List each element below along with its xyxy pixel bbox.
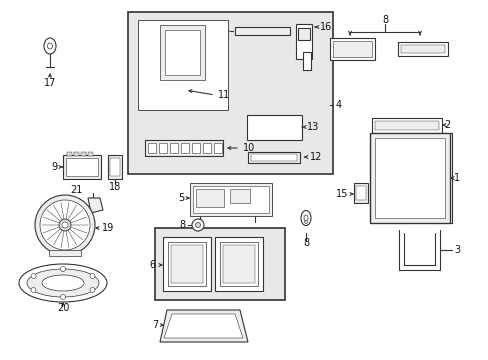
Bar <box>397 42 447 56</box>
Circle shape <box>59 219 71 231</box>
Text: 13: 13 <box>306 122 319 132</box>
Bar <box>297 28 309 40</box>
Polygon shape <box>88 198 103 213</box>
Bar <box>170 143 178 153</box>
Text: 14: 14 <box>183 26 196 36</box>
Bar <box>160 25 204 80</box>
Text: 11: 11 <box>218 90 230 100</box>
Bar <box>250 154 296 161</box>
Bar <box>353 183 367 203</box>
Circle shape <box>192 219 203 231</box>
Bar <box>246 115 302 140</box>
Bar <box>220 242 258 286</box>
Text: 10: 10 <box>243 143 255 153</box>
Bar <box>49 250 81 256</box>
Circle shape <box>31 274 36 279</box>
Circle shape <box>62 222 68 228</box>
Text: 2: 2 <box>443 120 449 130</box>
Ellipse shape <box>19 264 107 302</box>
Bar <box>63 155 101 179</box>
Bar <box>374 138 444 218</box>
Ellipse shape <box>44 38 56 54</box>
Ellipse shape <box>47 43 52 49</box>
Bar <box>108 155 122 179</box>
Bar <box>374 121 438 130</box>
Ellipse shape <box>304 215 307 221</box>
Text: 5: 5 <box>177 193 183 203</box>
Text: 18: 18 <box>109 182 121 192</box>
Bar <box>168 242 205 286</box>
Bar <box>295 24 311 59</box>
Circle shape <box>35 195 95 255</box>
Text: 1: 1 <box>453 173 459 183</box>
Polygon shape <box>163 314 243 338</box>
Bar <box>400 45 444 53</box>
Ellipse shape <box>27 269 99 297</box>
Text: 15: 15 <box>335 189 347 199</box>
Circle shape <box>31 288 36 292</box>
Bar <box>145 140 223 156</box>
Text: 20: 20 <box>57 303 69 313</box>
Polygon shape <box>160 310 247 342</box>
Bar <box>223 245 254 283</box>
Bar <box>369 133 449 223</box>
Bar <box>229 189 249 203</box>
Text: 12: 12 <box>309 152 322 162</box>
Text: 17: 17 <box>44 78 56 88</box>
Circle shape <box>90 274 95 279</box>
Circle shape <box>195 222 200 228</box>
Bar <box>163 237 210 291</box>
Bar <box>67 152 72 156</box>
Text: 8: 8 <box>381 15 387 25</box>
Bar <box>214 143 222 153</box>
Text: 21: 21 <box>70 185 83 195</box>
Bar <box>164 30 200 75</box>
Text: 3: 3 <box>453 245 459 255</box>
Text: 8: 8 <box>180 220 185 230</box>
Bar <box>171 245 203 283</box>
Bar <box>303 52 310 70</box>
Bar <box>110 158 120 176</box>
Text: 8: 8 <box>303 238 308 248</box>
Bar <box>148 143 156 153</box>
Bar <box>190 183 271 216</box>
Circle shape <box>61 266 65 271</box>
Bar <box>128 12 332 174</box>
Bar <box>66 158 98 176</box>
Bar <box>155 228 285 300</box>
Bar <box>181 143 189 153</box>
Bar <box>159 143 167 153</box>
Bar <box>329 38 374 60</box>
Text: 16: 16 <box>319 22 331 32</box>
Text: 7: 7 <box>151 320 158 330</box>
Bar <box>215 237 263 291</box>
Bar <box>193 186 268 213</box>
Circle shape <box>90 288 95 292</box>
Bar <box>235 27 289 35</box>
Bar <box>196 189 224 207</box>
Text: 19: 19 <box>102 223 114 233</box>
Circle shape <box>61 294 65 300</box>
Bar <box>371 118 441 133</box>
Text: 6: 6 <box>149 260 156 270</box>
Text: 4: 4 <box>335 100 342 110</box>
Bar <box>88 152 93 156</box>
Ellipse shape <box>301 211 310 225</box>
Ellipse shape <box>304 220 307 224</box>
Bar <box>247 152 299 163</box>
Circle shape <box>40 200 90 250</box>
Ellipse shape <box>42 275 84 291</box>
Bar <box>332 41 371 57</box>
Bar <box>203 143 210 153</box>
Bar <box>192 143 200 153</box>
Bar <box>81 152 86 156</box>
Bar <box>138 20 227 110</box>
Bar <box>74 152 79 156</box>
Bar <box>355 186 365 200</box>
Text: 9: 9 <box>52 162 58 172</box>
